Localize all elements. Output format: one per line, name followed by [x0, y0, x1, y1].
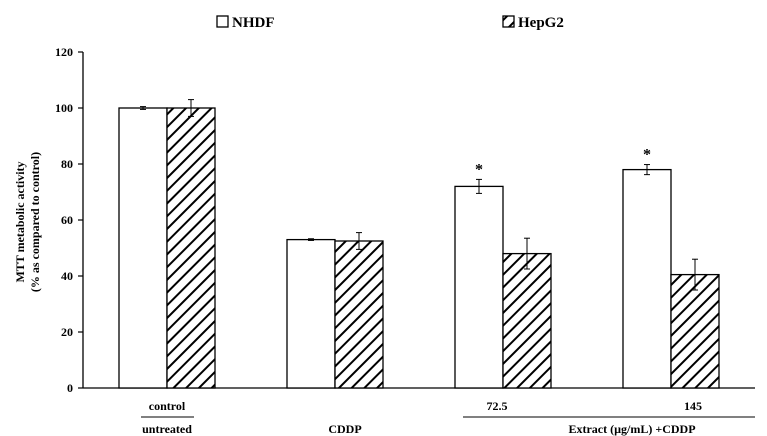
- x-category-labels: control untreated CDDP 72.5 145 Extract …: [141, 399, 755, 436]
- category-label-145: 145: [684, 399, 702, 413]
- y-tick-label: 40: [61, 269, 73, 283]
- y-axis-label-line1: MTT metabolic activity: [13, 161, 27, 282]
- y-tick-label: 0: [67, 381, 73, 395]
- bars: [118, 107, 720, 389]
- y-tick-label: 100: [55, 101, 73, 115]
- bar-hepg2-2: [502, 252, 552, 389]
- legend-label-nhdf: NHDF: [232, 15, 275, 31]
- legend: NHDF HepG2: [216, 15, 564, 31]
- category-label-control: control: [149, 399, 186, 413]
- bar-nhdf-0: [118, 107, 168, 389]
- error-bars: [140, 99, 698, 291]
- bar-nhdf-1: [286, 238, 336, 389]
- legend-swatch-nhdf: [216, 15, 229, 28]
- category-label-cddp: CDDP: [328, 422, 361, 436]
- significance-star-2: *: [475, 161, 483, 178]
- y-tick-label: 80: [61, 157, 73, 171]
- bar-nhdf-3: [622, 168, 672, 389]
- significance-markers: **: [475, 147, 651, 179]
- y-tick-label: 120: [55, 45, 73, 59]
- bar-hepg2-0: [166, 107, 216, 389]
- y-tick-label: 60: [61, 213, 73, 227]
- y-tick-label: 20: [61, 325, 73, 339]
- bar-hepg2-3: [670, 273, 720, 389]
- y-axis-label: MTT metabolic activity (% as compared to…: [13, 152, 42, 292]
- y-axis-label-line2: (% as compared to control): [28, 152, 42, 292]
- legend-label-hepg2: HepG2: [518, 15, 564, 31]
- bar-nhdf-2: [454, 185, 504, 389]
- y-ticks: 0 20 40 60 80 100 120: [55, 45, 83, 395]
- category-sublabel-untreated: untreated: [142, 422, 192, 436]
- bar-hepg2-1: [334, 240, 384, 389]
- legend-swatch-hepg2: [502, 15, 515, 28]
- category-label-72-5: 72.5: [487, 399, 508, 413]
- group-label-extract: Extract (µg/mL) +CDDP: [568, 422, 695, 436]
- significance-star-3: *: [643, 147, 651, 164]
